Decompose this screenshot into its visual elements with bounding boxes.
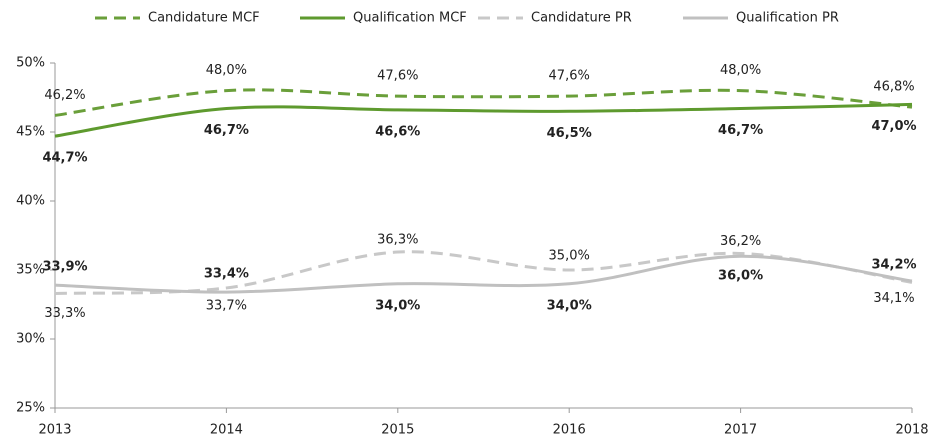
data-label: 46,7%: [204, 123, 249, 138]
data-label: 33,9%: [42, 260, 87, 275]
y-tick-label: 30%: [16, 332, 45, 347]
legend-label: Candidature MCF: [148, 11, 260, 26]
series-line: [54, 250, 913, 295]
data-label: 48,0%: [206, 63, 247, 78]
series-line: [54, 102, 913, 138]
data-label: 36,0%: [718, 269, 763, 284]
x-tick-label: 2015: [381, 423, 414, 438]
x-tick-label: 2018: [895, 423, 928, 438]
data-label: 34,0%: [375, 298, 420, 313]
y-tick-label: 35%: [16, 263, 45, 278]
data-label: 47,0%: [871, 119, 916, 134]
data-label: 34,2%: [871, 258, 916, 273]
y-tick-label: 45%: [16, 125, 45, 140]
legend-label: Candidature PR: [531, 11, 632, 26]
data-label: 35,0%: [549, 249, 590, 264]
data-label: 46,5%: [547, 126, 592, 141]
data-label: 33,3%: [44, 306, 85, 321]
x-tick-label: 2013: [38, 423, 71, 438]
data-label: 33,7%: [206, 298, 247, 313]
data-label: 34,1%: [873, 291, 914, 306]
x-tick-label: 2014: [210, 423, 243, 438]
legend-label: Qualification PR: [736, 11, 839, 26]
y-tick-label: 40%: [16, 194, 45, 209]
y-tick-label: 50%: [16, 56, 45, 71]
data-label: 34,0%: [547, 298, 592, 313]
data-label: 48,0%: [720, 63, 761, 78]
data-label: 46,7%: [718, 123, 763, 138]
series-line: [54, 88, 913, 117]
data-label: 44,7%: [42, 151, 87, 166]
legend-label: Qualification MCF: [353, 11, 467, 26]
data-label: 33,4%: [204, 267, 249, 282]
data-label: 46,8%: [873, 80, 914, 95]
data-label: 47,6%: [377, 69, 418, 84]
data-label: 46,6%: [375, 124, 420, 139]
data-label: 46,2%: [44, 88, 85, 103]
data-label: 36,3%: [377, 233, 418, 248]
data-label: 36,2%: [720, 234, 761, 249]
data-label: 47,6%: [549, 69, 590, 84]
x-tick-label: 2016: [553, 423, 586, 438]
x-tick-label: 2017: [724, 423, 757, 438]
series-line: [54, 254, 913, 294]
y-tick-label: 25%: [16, 401, 45, 416]
